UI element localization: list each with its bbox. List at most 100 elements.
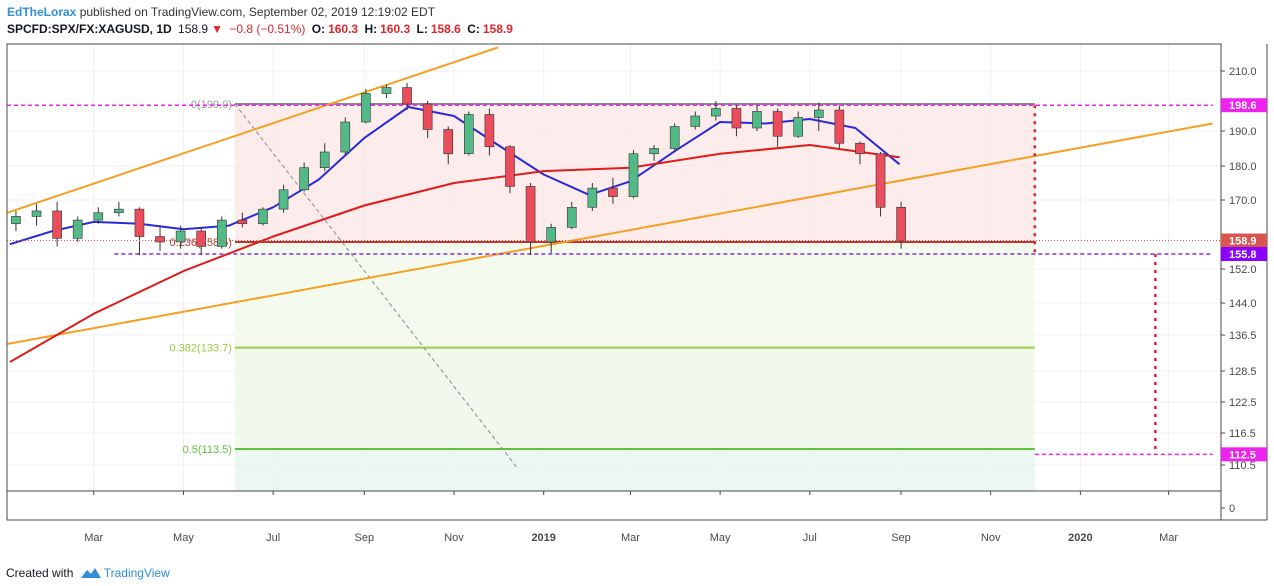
time-tick-label: Jul	[266, 532, 280, 544]
price-tick-label: 110.5	[1229, 460, 1256, 472]
candle-body	[155, 236, 165, 243]
time-tick-label: Sep	[355, 532, 375, 544]
candle-body	[464, 114, 474, 155]
candle	[402, 83, 412, 110]
candle	[319, 143, 330, 172]
candle-body	[52, 210, 62, 239]
candle-body	[216, 219, 227, 247]
candle-body	[340, 121, 351, 153]
candle	[752, 105, 762, 131]
author-link[interactable]: EdTheLorax	[7, 5, 77, 19]
candle-body	[258, 208, 268, 225]
fib-zone-0382-05	[234, 347, 1035, 449]
candle	[11, 210, 21, 232]
candle-body	[505, 146, 515, 187]
time-tick-label: Nov	[981, 532, 1001, 544]
candle-body	[834, 109, 845, 144]
candle	[93, 207, 104, 224]
candle-body	[31, 210, 42, 217]
time-tick-label: Mar	[84, 532, 103, 544]
candle	[381, 84, 392, 98]
candle-body	[175, 230, 186, 243]
candle-body	[196, 230, 207, 247]
candle	[669, 123, 680, 152]
candle	[464, 111, 474, 156]
candle	[690, 111, 701, 130]
candle-body	[546, 227, 556, 243]
candle	[114, 201, 124, 217]
candle	[175, 225, 186, 249]
candle	[278, 184, 289, 213]
footer: Created with TradingView	[6, 566, 170, 580]
candle-body	[443, 129, 454, 155]
candle	[875, 152, 886, 217]
price-tick-label: 190.0	[1229, 126, 1257, 138]
candle	[443, 126, 454, 165]
down-arrow-icon: ▼	[211, 22, 223, 36]
candle-body	[608, 187, 618, 197]
candle	[484, 108, 495, 156]
candle-body	[381, 87, 392, 94]
candle-body	[361, 93, 371, 123]
tradingview-brand[interactable]: TradingView	[103, 566, 170, 580]
price-tick-label: 122.5	[1229, 397, 1257, 409]
candle-body	[793, 117, 803, 137]
time-tick-label: May	[710, 532, 731, 544]
candle-body	[896, 207, 906, 241]
candle-body	[731, 108, 742, 129]
candle-body	[628, 153, 639, 197]
chart-header: EdTheLorax published on TradingView.com,…	[7, 4, 1267, 38]
candle	[855, 141, 865, 165]
candle-body	[484, 114, 495, 148]
candle-body	[711, 108, 721, 117]
time-tick-label: Jul	[803, 532, 817, 544]
candle	[772, 108, 783, 147]
candle	[566, 201, 577, 230]
price-tag-bg	[1221, 233, 1267, 248]
candle	[813, 102, 824, 131]
symbol-line: SPCFD:SPX/FX:XAGUSD, 1D 158.9 ▼ −0.8 (−0.…	[7, 21, 1267, 38]
price-change: −0.8 (−0.51%)	[229, 22, 306, 36]
candle-body	[525, 186, 536, 243]
price-tag-label: 198.6	[1229, 100, 1257, 112]
candle-body	[134, 208, 145, 237]
price-tick-label: 116.5	[1229, 428, 1256, 440]
last-price: 158.9	[178, 22, 209, 36]
candle	[155, 227, 165, 251]
candle-body	[422, 103, 433, 130]
candle	[72, 216, 83, 242]
fib-level-label: 0.382(133.7)	[170, 343, 232, 355]
candle	[31, 203, 42, 226]
time-tick-label: Mar	[621, 532, 640, 544]
price-tag-bg	[1221, 447, 1267, 462]
fib-zone-0236-0382	[234, 242, 1035, 348]
candle-body	[237, 219, 248, 225]
price-tick-label: 0	[1229, 503, 1235, 515]
fib-zone-below-05	[234, 449, 1035, 491]
close-value: 158.9	[482, 22, 513, 36]
price-tag: 198.6	[1221, 98, 1267, 113]
candle-body	[278, 189, 289, 210]
high-value: 160.3	[380, 22, 411, 36]
time-tick-label: 2020	[1068, 532, 1092, 544]
candle-body	[11, 216, 21, 225]
candle	[299, 162, 309, 192]
price-tag: 155.8	[1221, 247, 1267, 261]
candle	[422, 101, 433, 138]
symbol-name[interactable]: SPCFD:SPX/FX:XAGUSD, 1D	[7, 22, 172, 36]
candle	[608, 177, 618, 204]
candle	[258, 207, 268, 226]
price-tag: 112.5	[1221, 447, 1267, 462]
candle-body	[855, 142, 865, 155]
price-tick-label: 128.5	[1229, 366, 1257, 378]
candle-body	[772, 111, 783, 137]
close-label: C:	[467, 22, 480, 36]
candle-body	[587, 187, 598, 208]
tradingview-logo-icon	[80, 568, 101, 578]
candle	[505, 145, 515, 194]
candle-body	[319, 151, 330, 168]
candle-body	[649, 148, 659, 155]
candle	[546, 223, 556, 254]
price-tag-bg	[1221, 247, 1267, 261]
